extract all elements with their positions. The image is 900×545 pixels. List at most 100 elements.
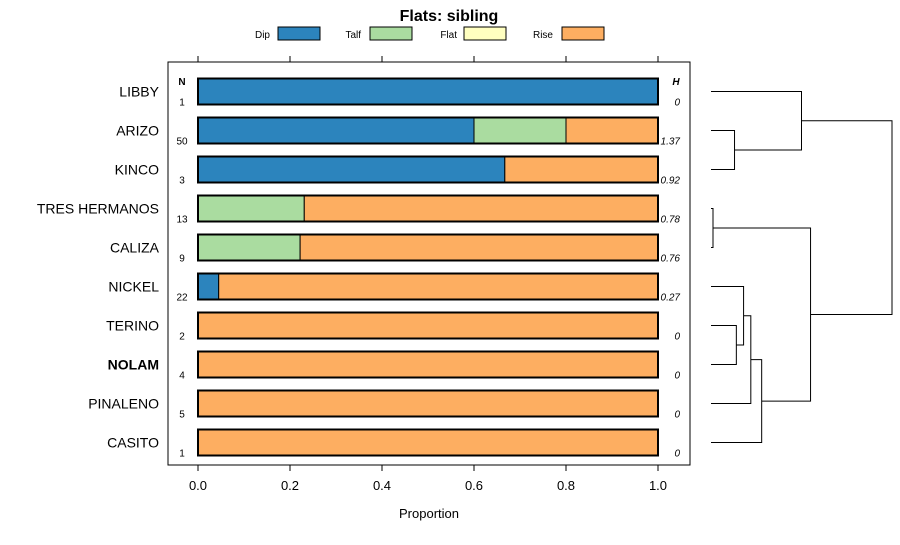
- row-arizo: ARIZO 50 1.37: [116, 116, 681, 148]
- row-casito: CASITO 1 0: [107, 428, 680, 460]
- n-column-header: N: [178, 77, 185, 88]
- n-value-libby: 1: [179, 98, 185, 109]
- n-value-terino: 2: [179, 332, 185, 343]
- row-terino: TERINO 2 0: [106, 311, 680, 343]
- bar-outline-kinco: [197, 155, 659, 184]
- bar-outline-caliza: [197, 233, 659, 262]
- category-label-terino: TERINO: [106, 318, 159, 334]
- h-value-terino: 0: [674, 332, 680, 343]
- bar-kinco-rise: [504, 156, 659, 183]
- chart-title: Flats: sibling: [400, 8, 499, 25]
- h-value-casito: 0: [674, 449, 680, 460]
- category-label-caliza: CALIZA: [110, 240, 160, 256]
- row-caliza: CALIZA 9 0.76: [110, 233, 681, 265]
- x-axis: 0.0 0.2 0.4 0.6 0.8 1.0: [189, 465, 667, 493]
- dendrogram-link-tres-hermanos-caliza: [711, 208, 714, 248]
- dendrogram-link-casito-cluster: [711, 359, 763, 443]
- h-value-nolam: 0: [674, 371, 680, 382]
- legend: Dip Talf Flat Rise: [255, 26, 605, 41]
- bar-nolam-rise: [197, 351, 659, 378]
- legend-swatch-flat: [463, 26, 507, 41]
- x-tick-label-3: 0.6: [465, 478, 483, 493]
- dendrogram: [711, 91, 893, 443]
- category-label-pinaleno: PINALENO: [88, 396, 159, 412]
- x-tick-label-0: 0.0: [189, 478, 207, 493]
- h-value-nickel: 0.27: [661, 293, 681, 304]
- bar-pinaleno-rise: [197, 390, 659, 417]
- category-label-nolam: NOLAM: [108, 357, 159, 373]
- bar-arizo-rise: [565, 117, 659, 144]
- legend-label-flat: Flat: [440, 30, 457, 41]
- category-label-arizo: ARIZO: [116, 123, 159, 139]
- x-tick-label-4: 0.8: [557, 478, 575, 493]
- bar-kinco-dip: [197, 156, 506, 183]
- bar-libby-dip: [197, 78, 659, 105]
- dendrogram-link-nickel-cluster: [711, 286, 745, 346]
- bar-outline-nickel: [197, 272, 659, 301]
- h-value-pinaleno: 0: [674, 410, 680, 421]
- bar-terino-rise: [197, 312, 659, 339]
- h-value-caliza: 0.76: [661, 254, 681, 265]
- n-value-casito: 1: [179, 449, 185, 460]
- legend-label-talf: Talf: [345, 30, 361, 41]
- bar-arizo-talf: [473, 117, 567, 144]
- n-value-tres-hermanos: 13: [176, 215, 188, 226]
- legend-label-dip: Dip: [255, 30, 270, 41]
- n-value-caliza: 9: [179, 254, 185, 265]
- plot-frame: [167, 61, 691, 466]
- h-value-libby: 0: [674, 98, 680, 109]
- bar-nickel-rise: [218, 273, 659, 300]
- row-kinco: KINCO 3 0.92: [115, 155, 681, 187]
- dendrogram-link-root: [801, 120, 893, 316]
- x-tick-label-1: 0.2: [281, 478, 299, 493]
- x-tick-label-5: 1.0: [649, 478, 667, 493]
- h-value-kinco: 0.92: [661, 176, 681, 187]
- category-label-tres-hermanos: TRES HERMANOS: [37, 201, 159, 217]
- n-value-kinco: 3: [179, 176, 185, 187]
- category-label-nickel: NICKEL: [108, 279, 159, 295]
- row-tres-hermanos: TRES HERMANOS 13 0.78: [37, 194, 681, 226]
- bar-outline-casito: [197, 428, 659, 457]
- legend-label-rise: Rise: [533, 30, 553, 41]
- top-axis-ticks: [197, 56, 659, 62]
- category-label-casito: CASITO: [107, 435, 159, 451]
- row-libby: LIBBY 1 0: [119, 77, 680, 109]
- bar-tres-hermanos-talf: [197, 195, 305, 222]
- legend-swatch-talf: [369, 26, 413, 41]
- category-label-kinco: KINCO: [115, 162, 159, 178]
- n-value-nickel: 22: [176, 293, 188, 304]
- legend-swatch-dip: [277, 26, 321, 41]
- row-pinaleno: PINALENO 5 0: [88, 389, 680, 421]
- bar-outline-pinaleno: [197, 389, 659, 418]
- dendrogram-link-libby-cluster: [711, 91, 802, 151]
- bar-casito-rise: [197, 429, 659, 456]
- bar-outline-terino: [197, 311, 659, 340]
- x-tick-label-2: 0.4: [373, 478, 391, 493]
- bar-outline-libby: [197, 77, 659, 106]
- bar-outline-tres-hermanos: [197, 194, 659, 223]
- bar-nickel-dip: [197, 273, 220, 300]
- n-value-nolam: 4: [179, 371, 185, 382]
- row-nolam: NOLAM 4 0: [108, 350, 680, 382]
- legend-swatch-rise: [561, 26, 605, 41]
- bar-arizo-dip: [197, 117, 475, 144]
- bar-outline-nolam: [197, 350, 659, 379]
- bar-tres-hermanos-rise: [303, 195, 659, 222]
- x-axis-title: Proportion: [399, 506, 459, 521]
- category-label-libby: LIBBY: [119, 84, 159, 100]
- row-nickel: NICKEL 22 0.27: [108, 272, 681, 304]
- dendrogram-link-terino-nolam: [711, 325, 737, 365]
- h-column-header: H: [672, 77, 680, 88]
- n-value-arizo: 50: [176, 137, 188, 148]
- n-value-pinaleno: 5: [179, 410, 185, 421]
- dendrogram-link-arizo-kinco: [711, 130, 736, 170]
- bar-caliza-talf: [197, 234, 301, 261]
- bar-outline-arizo: [197, 116, 659, 145]
- h-value-arizo: 1.37: [661, 137, 681, 148]
- dendrogram-link-pinaleno-cluster: [711, 315, 752, 404]
- bar-caliza-rise: [299, 234, 659, 261]
- h-value-tres-hermanos: 0.78: [661, 215, 681, 226]
